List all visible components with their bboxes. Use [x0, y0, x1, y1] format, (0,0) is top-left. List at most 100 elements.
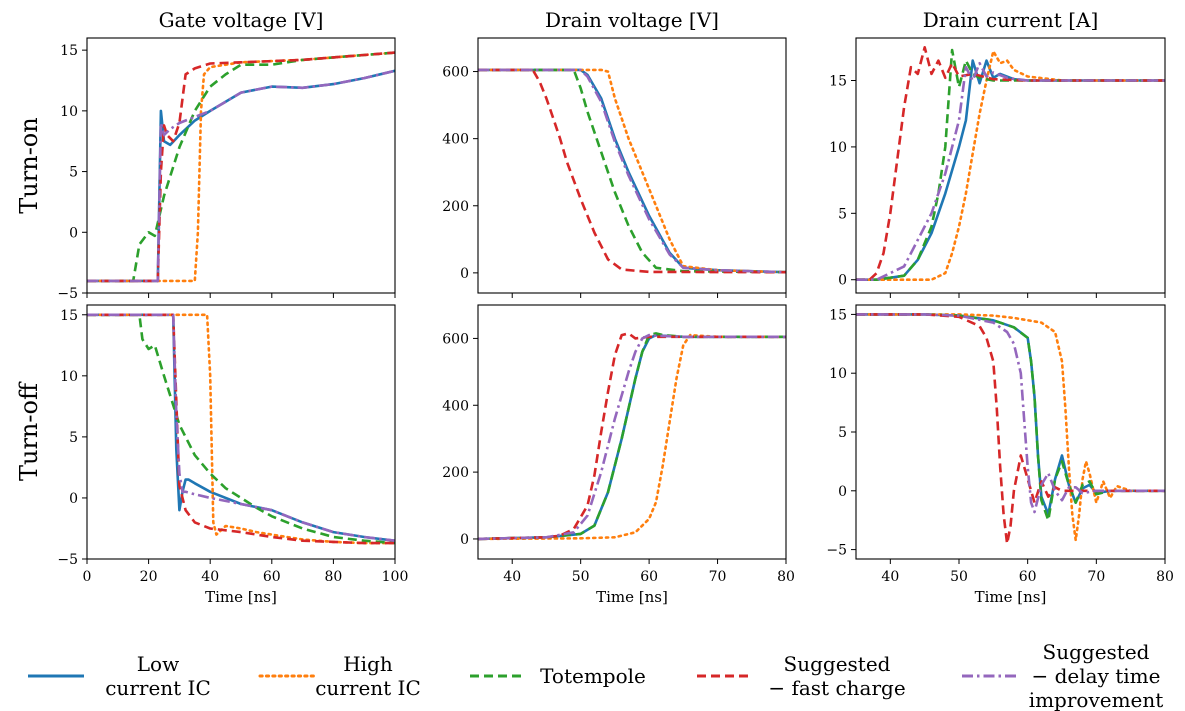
axes-frame — [86, 304, 396, 560]
y-tick-label: 400 — [442, 132, 469, 148]
series-line-fast — [856, 313, 1165, 546]
series-line-low — [478, 68, 786, 274]
panel-turn-off-drain-current: 40 50 60 70 80 −5 0 5 10 15 Time [ns] — [826, 304, 1174, 606]
y-tick-label: 0 — [460, 266, 469, 282]
panel-turn-off-gate: 0 20 40 60 80 100 −5 0 5 10 15 Time [ns] Turn-off — [15, 304, 409, 606]
legend-label: Totempole — [540, 664, 646, 688]
axes-frame — [477, 304, 787, 560]
series-line-fast — [478, 68, 786, 274]
y-tick-label: 5 — [838, 206, 847, 222]
series-line-fast — [856, 45, 1165, 282]
axes-frame — [477, 37, 787, 294]
panel-title: Gate voltage [V] — [159, 8, 324, 32]
legend-label: High — [343, 652, 393, 676]
series-line-tot — [856, 313, 1165, 522]
x-tick-label: 40 — [881, 569, 899, 585]
y-tick-label: 200 — [442, 199, 469, 215]
legend-item-tot: Totempole — [470, 664, 646, 688]
y-tick-label: 5 — [69, 165, 78, 181]
y-tick-label: 5 — [69, 430, 78, 446]
legend-label: improvement — [1029, 688, 1164, 711]
panel-turn-on-gate: −5 0 5 10 15 Gate voltage [V] Turn-on — [15, 8, 396, 302]
series-line-delay — [478, 333, 786, 541]
panel-title: Drain current [A] — [923, 8, 1099, 32]
y-tick-label: 5 — [838, 425, 847, 441]
legend-label: Low — [137, 652, 179, 676]
series-line-low — [856, 59, 1165, 282]
y-tick-label: 0 — [460, 532, 469, 548]
x-tick-label: 80 — [777, 569, 795, 585]
y-tick-label: 0 — [838, 273, 847, 289]
x-tick-label: 100 — [382, 569, 409, 585]
axes-frame — [86, 37, 396, 294]
y-tick-label: 0 — [69, 225, 78, 241]
y-tick-label: −5 — [57, 286, 78, 302]
y-tick-label: 10 — [829, 366, 847, 382]
legend-label: − fast charge — [768, 676, 905, 700]
series-line-fast — [87, 51, 395, 283]
y-tick-label: 15 — [829, 307, 847, 323]
x-tick-label: 60 — [1019, 569, 1037, 585]
legend-label: current IC — [105, 676, 211, 700]
legend-label: Suggested — [1043, 640, 1150, 664]
y-tick-label: −5 — [826, 543, 847, 559]
legend-label: current IC — [315, 676, 421, 700]
y-tick-label: 200 — [442, 465, 469, 481]
x-tick-label: 40 — [201, 569, 219, 585]
y-tick-label: 15 — [829, 74, 847, 90]
series-line-fast — [87, 313, 395, 545]
y-tick-label: 0 — [838, 484, 847, 500]
series-line-high — [856, 49, 1165, 282]
series-line-delay — [87, 313, 395, 542]
axes-frame — [855, 37, 1166, 294]
x-axis-label: Time [ns] — [205, 588, 277, 606]
series-line-delay — [856, 61, 1165, 282]
y-tick-label: 600 — [442, 65, 469, 81]
x-tick-label: 50 — [572, 569, 590, 585]
series-line-delay — [87, 69, 395, 283]
y-tick-label: 600 — [442, 331, 469, 347]
panel-turn-off-drain-voltage: 40 50 60 70 80 0 200 400 600 Time [ns] — [442, 304, 795, 606]
x-tick-label: 60 — [263, 569, 281, 585]
x-tick-label: 70 — [1087, 569, 1105, 585]
series-line-low — [87, 313, 395, 542]
x-tick-label: 80 — [1156, 569, 1174, 585]
y-tick-label: 400 — [442, 398, 469, 414]
series-line-high — [478, 333, 786, 541]
row-label: Turn-on — [15, 117, 43, 213]
row-label: Turn-off — [15, 381, 43, 481]
x-tick-label: 40 — [503, 569, 521, 585]
panel-turn-on-drain-current: 0 5 10 15 Drain current [A] — [829, 8, 1166, 298]
x-tick-label: 80 — [324, 569, 342, 585]
series-line-low — [856, 313, 1165, 516]
series-line-tot — [87, 51, 395, 283]
x-tick-label: 20 — [140, 569, 158, 585]
series-line-high — [87, 51, 395, 283]
x-axis-label: Time [ns] — [975, 588, 1047, 606]
series-line-delay — [478, 68, 786, 274]
series-line-high — [478, 68, 786, 274]
series-line-delay — [856, 313, 1165, 514]
x-axis-label: Time [ns] — [596, 588, 668, 606]
x-tick-label: 70 — [709, 569, 727, 585]
y-tick-label: 10 — [60, 104, 78, 120]
series-line-tot — [87, 313, 395, 545]
legend-label: Suggested — [784, 652, 891, 676]
legend-item-fast: Suggested− fast charge — [697, 652, 906, 700]
y-tick-label: 0 — [69, 491, 78, 507]
x-tick-label: 50 — [950, 569, 968, 585]
y-tick-label: 10 — [829, 140, 847, 156]
legend-label: − delay time — [1032, 664, 1161, 688]
y-tick-label: 15 — [60, 308, 78, 324]
y-tick-label: −5 — [57, 552, 78, 568]
series-line-low — [87, 69, 395, 283]
x-tick-label: 0 — [83, 569, 92, 585]
series-line-tot — [478, 68, 786, 274]
series-line-high — [87, 313, 395, 545]
y-tick-label: 10 — [60, 369, 78, 385]
